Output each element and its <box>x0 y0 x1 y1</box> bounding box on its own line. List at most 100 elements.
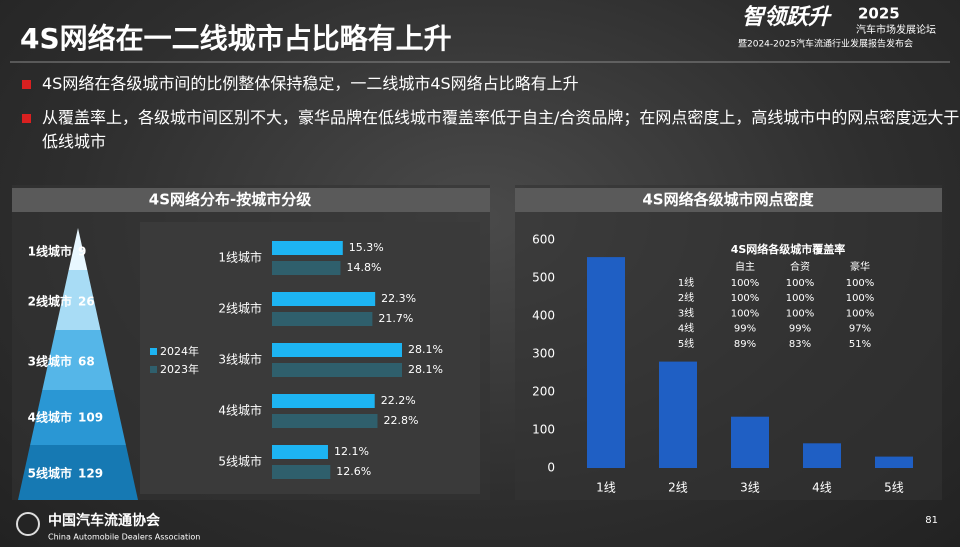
table-cell: 100% <box>846 308 875 319</box>
data-label: 15.3% <box>349 241 384 254</box>
table-cell: 89% <box>734 339 756 350</box>
table-cell: 100% <box>786 308 815 319</box>
event-year: 2025 <box>858 5 900 23</box>
bar <box>875 456 913 468</box>
table-header: 合资 <box>790 260 810 273</box>
bar <box>272 312 373 326</box>
x-tick-label: 1线 <box>596 481 616 495</box>
y-tick-label: 1线城市 <box>218 250 262 265</box>
footer-logo <box>16 512 40 536</box>
table-cell: 100% <box>731 293 760 304</box>
bar <box>272 394 375 408</box>
bar <box>659 361 697 468</box>
bar <box>272 363 402 377</box>
table-cell: 97% <box>849 324 871 335</box>
data-label: 28.1% <box>408 363 443 376</box>
event-line2: 暨2024-2025汽车流通行业发展报告发布会 <box>738 38 913 50</box>
table-header: 自主 <box>735 260 755 273</box>
pyramid-value: 26 <box>78 295 95 309</box>
x-tick-label: 5线 <box>884 481 904 495</box>
data-label: 22.8% <box>383 414 418 427</box>
table-cell: 100% <box>786 293 815 304</box>
pyramid-level <box>68 228 88 270</box>
data-label: 12.6% <box>336 465 371 478</box>
pyramid-value: 129 <box>78 467 103 481</box>
data-label: 12.1% <box>334 445 369 458</box>
y-tick-label: 200 <box>532 385 555 399</box>
data-label: 21.7% <box>378 312 413 325</box>
pyramid-label: 1线城市 <box>28 244 72 259</box>
event-title: 智领跃升 <box>742 4 832 30</box>
pyramid-label: 4线城市 <box>28 410 72 425</box>
left-panel-title: 4S网络分布-按城市分级 <box>149 191 312 209</box>
right-panel-title: 4S网络各级城市网点密度 <box>642 191 814 209</box>
pyramid-level <box>42 330 114 390</box>
pyramid-level <box>30 390 126 445</box>
bar <box>731 416 769 468</box>
table-cell: 5线 <box>678 337 694 350</box>
bar <box>272 292 376 306</box>
x-tick-label: 4线 <box>812 481 832 495</box>
table-cell: 100% <box>731 308 760 319</box>
bar <box>272 414 378 428</box>
table-cell: 1线 <box>678 276 694 289</box>
pyramid-value: 109 <box>78 411 103 425</box>
table-cell: 4线 <box>678 322 694 335</box>
left-panel-header <box>12 188 490 212</box>
x-tick-label: 3线 <box>740 481 760 495</box>
legend-swatch <box>150 366 157 373</box>
y-tick-label: 4线城市 <box>218 403 262 418</box>
data-label: 22.2% <box>381 394 416 407</box>
y-tick-label: 500 <box>532 271 555 285</box>
table-cell: 2线 <box>678 291 694 304</box>
event-line1: 汽车市场发展论坛 <box>856 23 936 36</box>
title: 4S网络在一二线城市占比略有上升 <box>20 22 452 55</box>
right-panel <box>515 185 942 500</box>
table-cell: 51% <box>849 339 871 350</box>
pyramid-level <box>55 270 101 330</box>
bar <box>272 241 343 255</box>
pyramid-label: 3线城市 <box>28 354 72 369</box>
table-cell: 100% <box>731 278 760 289</box>
y-tick-label: 5线城市 <box>218 454 262 469</box>
data-label: 14.8% <box>346 261 381 274</box>
legend-label: 2024年 <box>160 344 199 358</box>
table-cell: 100% <box>786 278 815 289</box>
footer-org-en: China Automobile Dealers Association <box>48 533 200 542</box>
table-cell: 100% <box>846 278 875 289</box>
legend-label: 2023年 <box>160 362 199 376</box>
y-tick-label: 100 <box>532 423 555 437</box>
data-label: 28.1% <box>408 343 443 356</box>
bar <box>272 445 328 459</box>
y-tick-label: 600 <box>532 233 555 247</box>
y-tick-label: 400 <box>532 309 555 323</box>
table-cell: 83% <box>789 339 811 350</box>
bar <box>803 443 841 468</box>
y-tick-label: 0 <box>547 461 555 475</box>
pyramid-value: 68 <box>78 355 95 369</box>
table-cell: 3线 <box>678 306 694 319</box>
bar <box>587 257 625 468</box>
x-tick-label: 2线 <box>668 481 688 495</box>
coverage-table: 4S网络各级城市覆盖率 <box>731 242 846 256</box>
pyramid-label: 5线城市 <box>28 466 72 481</box>
y-tick-label: 300 <box>532 347 555 361</box>
bar <box>272 465 331 479</box>
data-label: 22.3% <box>381 292 416 305</box>
footer-org: 中国汽车流通协会 <box>48 512 161 529</box>
right-panel-header <box>515 188 942 212</box>
table-cell: 99% <box>734 324 756 335</box>
table-title: 4S网络各级城市覆盖率 <box>731 242 846 256</box>
table-cell: 99% <box>789 324 811 335</box>
y-tick-label: 3线城市 <box>218 352 262 367</box>
page-number: 81 <box>925 515 938 526</box>
y-tick-label: 2线城市 <box>218 301 262 316</box>
table-cell: 100% <box>846 293 875 304</box>
bar <box>272 343 402 357</box>
bullet: 4S网络在各级城市间的比例整体保持稳定，一二线城市4S网络占比略有上升 <box>22 72 960 96</box>
pyramid-label: 2线城市 <box>28 294 72 309</box>
pyramid-level <box>18 445 138 500</box>
pyramid-value: 9 <box>78 245 86 259</box>
